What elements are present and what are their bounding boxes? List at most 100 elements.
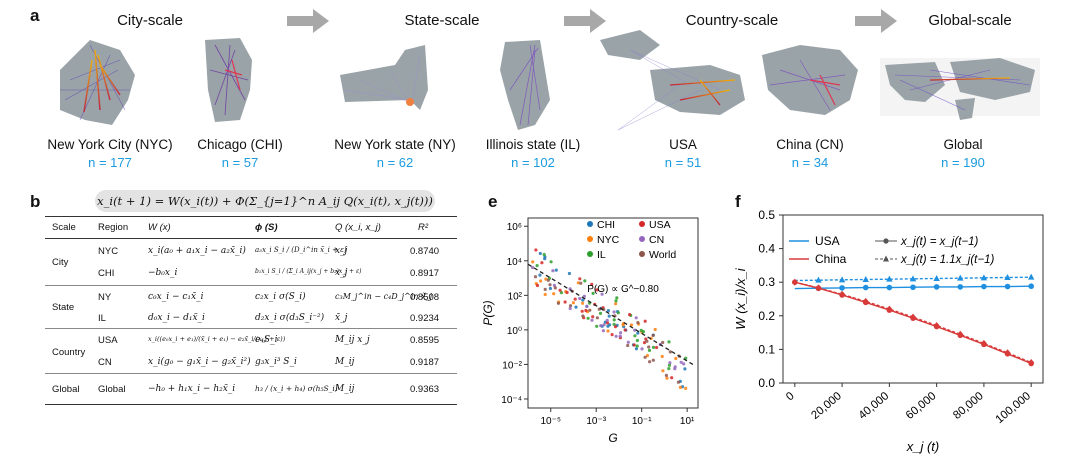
legend-marker bbox=[587, 251, 593, 257]
y-axis-label: W (x_i)/x_i bbox=[733, 267, 748, 330]
scatter-point bbox=[615, 296, 619, 300]
scatter-point bbox=[605, 321, 610, 325]
scatter-point bbox=[626, 340, 630, 344]
plot-frame bbox=[782, 214, 1044, 384]
w-nyc: x_i(a₀ + a₁x_i − a₂x̃_i) bbox=[148, 246, 246, 256]
data-point bbox=[980, 274, 988, 281]
data-point bbox=[910, 284, 916, 291]
q-cn: M_ij bbox=[335, 357, 355, 367]
scatter-point bbox=[568, 304, 573, 308]
chart-f: 0.0 0.1 0.2 0.3 0.4 0.5 0 20,000 40,000 60,000 80,… bbox=[733, 208, 1044, 454]
chart-e: 10⁶ 10⁴ 10² 10⁰ 10⁻² 10⁻⁴ 10⁻⁵ 10⁻³ 10⁻¹ 10¹ G P(G)… bbox=[481, 217, 699, 445]
table-top-rule bbox=[45, 216, 457, 217]
r2-chi: 0.8917 bbox=[410, 268, 440, 279]
arrow-icon bbox=[564, 9, 606, 33]
data-point bbox=[839, 285, 845, 291]
legend-label: NYC bbox=[597, 234, 620, 246]
data-point bbox=[862, 276, 869, 283]
scatter-point bbox=[632, 343, 636, 347]
scatter-point bbox=[629, 323, 634, 327]
scatter-point bbox=[574, 305, 578, 309]
region-chi: CHI bbox=[98, 268, 115, 279]
scatter-point bbox=[667, 367, 671, 371]
y-tick-label: 0.4 bbox=[758, 242, 775, 256]
data-point bbox=[815, 284, 822, 292]
phi-ny: c₂x_i σ(S_i) bbox=[255, 292, 306, 302]
panel-a-letter: a bbox=[30, 6, 40, 25]
scatter-point bbox=[633, 328, 637, 332]
x-tick-label: 100,000 bbox=[994, 390, 1034, 426]
data-point bbox=[1028, 283, 1034, 290]
region-n-usa: n = 51 bbox=[664, 155, 702, 170]
scatter-point bbox=[599, 324, 603, 328]
scatter-point bbox=[533, 275, 538, 279]
scatter-point bbox=[642, 341, 647, 345]
scatter-point bbox=[643, 319, 647, 323]
series-line bbox=[794, 276, 1032, 282]
legend-label: USA bbox=[815, 234, 840, 248]
w-il: d₀x_i − d₁x̃_i bbox=[148, 313, 205, 323]
scatter-point bbox=[614, 299, 618, 303]
data-point bbox=[886, 284, 893, 291]
scatter-point bbox=[598, 311, 603, 315]
region-n-chi: n = 57 bbox=[221, 155, 259, 170]
panel-e-letter: e bbox=[488, 192, 498, 211]
scatter-point bbox=[571, 301, 575, 305]
data-point bbox=[839, 290, 846, 298]
map-usa bbox=[600, 30, 745, 131]
scale-country: Country bbox=[52, 347, 86, 358]
r2-cn: 0.9187 bbox=[410, 357, 440, 368]
arrow-icon bbox=[855, 9, 897, 33]
scatter-point bbox=[616, 311, 620, 315]
scatter-point bbox=[538, 251, 542, 256]
scatter-point bbox=[559, 291, 563, 295]
legend-marker bbox=[639, 251, 645, 257]
scatter-point bbox=[639, 328, 643, 332]
header-r2: R² bbox=[418, 222, 429, 233]
scatter-point bbox=[582, 294, 586, 298]
scatter-point bbox=[542, 252, 546, 257]
header-w: W (x) bbox=[148, 222, 171, 233]
scatter-point bbox=[591, 291, 595, 295]
scatter-point bbox=[548, 286, 552, 291]
scatter-point bbox=[636, 331, 640, 335]
scatter-point bbox=[567, 271, 571, 276]
scale-title-state: State-scale bbox=[404, 12, 480, 29]
table-rule bbox=[45, 328, 457, 329]
legend-marker bbox=[883, 255, 889, 262]
scatter-point bbox=[673, 365, 677, 369]
q-ny: c₃M_j^in − c₄D_j^in x̃_j bbox=[335, 292, 433, 301]
scatter-point bbox=[543, 287, 547, 291]
scatter-point bbox=[551, 269, 555, 273]
scatter-point bbox=[661, 340, 665, 345]
region-n-cn: n = 34 bbox=[791, 155, 829, 170]
x-tick-label: 10⁻¹ bbox=[632, 416, 652, 427]
scatter-point bbox=[623, 328, 627, 332]
header-q: Q (x_i, x_j) bbox=[335, 222, 381, 233]
y-tick-label: 10⁻⁴ bbox=[501, 395, 522, 406]
scatter-point bbox=[612, 318, 616, 322]
model-formula: x_i(t + 1) = W(x_i(t)) + Φ(Σ_{j=1}^n A_i… bbox=[95, 190, 435, 212]
region-name-il: Illinois state (IL) bbox=[485, 137, 581, 152]
map-illinois bbox=[500, 40, 550, 130]
scatter-point bbox=[573, 297, 577, 301]
scatter-point bbox=[635, 338, 639, 343]
scale-state: State bbox=[52, 302, 75, 313]
scatter-point bbox=[684, 386, 688, 390]
data-point bbox=[862, 297, 869, 305]
scale-title-country: Country-scale bbox=[685, 12, 779, 29]
scatter-point bbox=[563, 300, 567, 304]
scale-title-global: Global-scale bbox=[928, 12, 1012, 29]
region-n-nyc: n = 177 bbox=[88, 155, 132, 170]
network-maps bbox=[60, 30, 1040, 131]
y-tick-label: 10⁶ bbox=[507, 222, 522, 233]
region-name-global: Global bbox=[943, 137, 983, 152]
r2-il: 0.9234 bbox=[410, 313, 440, 324]
scatter-point bbox=[614, 334, 618, 338]
r2-ny: 0.8508 bbox=[410, 292, 440, 303]
data-point bbox=[980, 339, 987, 347]
scatter-point bbox=[668, 361, 672, 365]
scatter-point bbox=[610, 333, 614, 337]
x-tick-label: 10⁻⁵ bbox=[540, 416, 561, 427]
region-name-chi: Chicago (CHI) bbox=[197, 137, 283, 152]
